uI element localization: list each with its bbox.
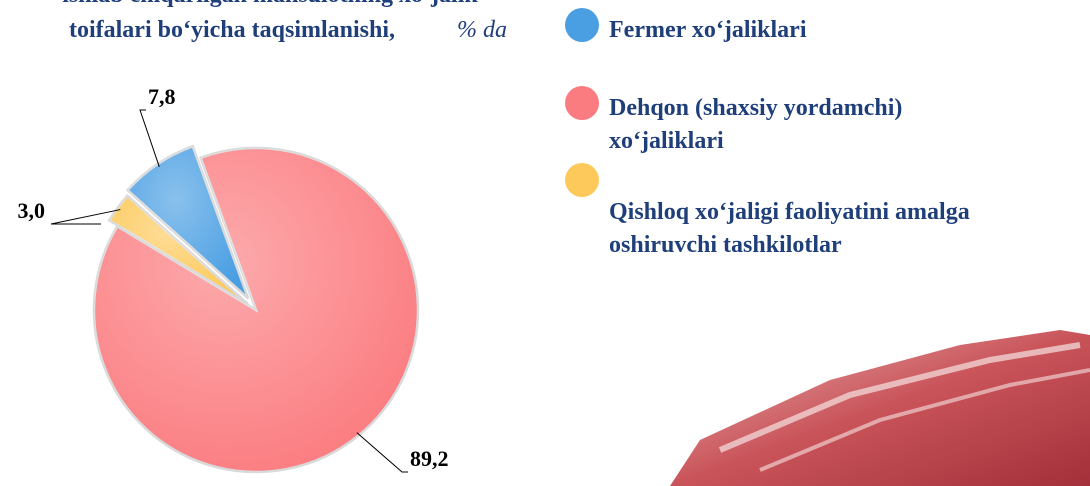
chart-title: toifalari bo‘yicha taqsimlanishi,: [69, 17, 395, 43]
slice-shine: [127, 146, 249, 299]
chart-title-unit: % da: [457, 17, 507, 43]
leader-line: [356, 432, 408, 473]
legend-swatch: [565, 163, 599, 197]
legend-label: Fermer xo‘jaliklari: [609, 17, 807, 43]
legend-swatch: [565, 8, 599, 42]
chart-title: ishlab chiqarilgan mahsulotning xo‘jalik: [62, 0, 478, 8]
data-label: 7,8: [148, 84, 176, 109]
legend-swatch: [565, 86, 599, 120]
data-label: 3,0: [18, 198, 46, 223]
slice-shine: [94, 147, 418, 472]
meat-image: [670, 330, 1090, 486]
leader-line: [50, 209, 121, 225]
legend-label: Dehqon (shaxsiy yordamchi) xo‘jaliklari: [609, 95, 903, 154]
legend-label: Qishloq xo‘jaligi faoliyatini amalga osh…: [609, 199, 970, 258]
data-label: 89,2: [410, 446, 449, 471]
slice-shine: [109, 195, 248, 305]
leader-line: [139, 109, 160, 168]
